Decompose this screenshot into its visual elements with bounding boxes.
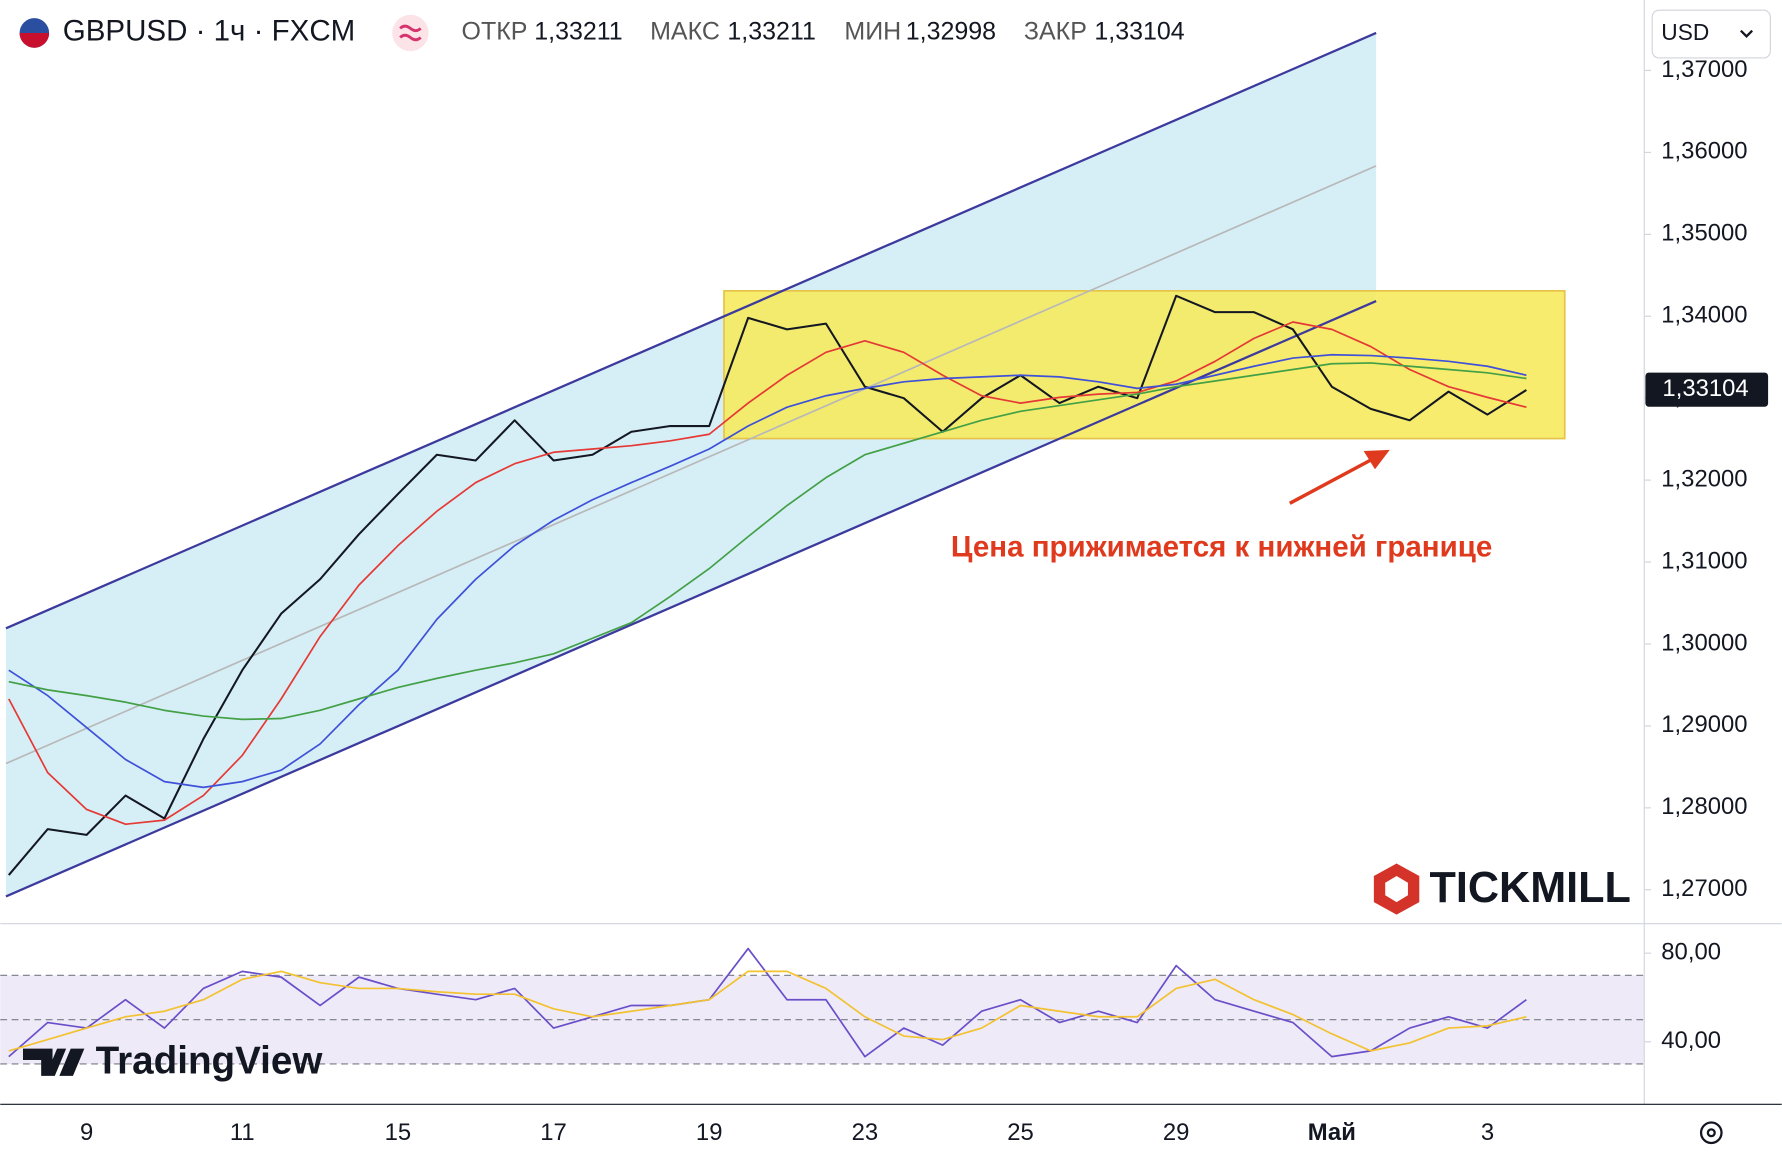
price-pane — [5, 31, 1566, 898]
series-line — [8, 970, 1527, 1052]
series-line — [8, 321, 1527, 826]
indicator-icon — [399, 24, 422, 42]
ohlc-value: 1,33211 — [727, 18, 815, 46]
y-tick-label: 1,28000 — [1661, 793, 1747, 820]
series-line — [8, 353, 1527, 789]
x-tick-label: 17 — [540, 1119, 567, 1146]
ohlc-value: 1,32998 — [906, 18, 996, 46]
ohlc-value: 1,33211 — [534, 18, 622, 46]
arrow-shaft — [1288, 457, 1374, 505]
last-price-label: 1,33104 — [1662, 375, 1748, 402]
y-tick-label: 1,36000 — [1661, 138, 1747, 165]
currency-dropdown[interactable] — [1651, 9, 1771, 59]
channel-lower — [5, 300, 1377, 898]
symbol-flag-part — [19, 32, 50, 48]
y-tick-label: 1,29000 — [1661, 711, 1747, 738]
currency-label: USD — [1661, 19, 1709, 45]
series-line — [8, 294, 1527, 876]
channel-middle — [5, 165, 1377, 765]
rsi-pane — [0, 947, 1645, 1065]
x-tick-label: 23 — [852, 1119, 879, 1146]
x-tick-label: 15 — [385, 1119, 412, 1146]
arrow-head — [1363, 449, 1390, 470]
y-tick-label: 1,27000 — [1661, 875, 1747, 902]
last-price-box — [1645, 372, 1769, 407]
channel-upper — [5, 31, 1377, 630]
dropdown-caret — [1740, 29, 1753, 38]
range-box — [723, 289, 1566, 440]
y-tick-label: 1,31000 — [1661, 547, 1747, 574]
y-tick-label: 1,32000 — [1661, 465, 1747, 492]
ohlc-value: 1,33104 — [1094, 18, 1184, 46]
y-tick-label: 1,30000 — [1661, 629, 1747, 656]
x-tick-label: 11 — [230, 1119, 255, 1146]
y-tick-label: 80,00 — [1661, 938, 1721, 965]
y-tick-label: 1,35000 — [1661, 220, 1747, 247]
platform-logo: TradingView — [96, 1040, 324, 1083]
x-tick-label: Май — [1308, 1119, 1356, 1146]
annotation-arrow — [1288, 449, 1390, 505]
y-tick-label: 1,37000 — [1661, 56, 1747, 83]
x-tick-label: 29 — [1163, 1119, 1190, 1146]
ohlc-label: МАКС — [650, 18, 720, 46]
y-tick-label: 40,00 — [1661, 1027, 1721, 1054]
series-line — [8, 947, 1527, 1058]
annotation: Цена прижимается к нижней границе — [951, 531, 1492, 564]
ohlc-label: МИН — [844, 18, 901, 46]
x-tick-label: 25 — [1007, 1119, 1034, 1146]
series-line — [8, 362, 1527, 721]
indicator-badge[interactable] — [392, 14, 429, 52]
symbol-title: GBPUSD · 1ч · FXCM — [63, 15, 356, 48]
y-tick-label: 1,34000 — [1661, 302, 1747, 329]
ohlc-legend: ОТКР 1,33211 МАКС 1,33211 МИН 1,32998 ЗАКР 1,33… — [462, 18, 1185, 46]
settings-icon — [1706, 1128, 1716, 1138]
ohlc-label: ОТКР — [462, 18, 528, 46]
x-tick-label: 19 — [696, 1119, 723, 1146]
platform-logo-mark — [22, 1048, 85, 1076]
broker-logo-inner — [1385, 875, 1408, 903]
broker-logo: TICKMILL — [1430, 864, 1631, 912]
x-tick-label: 9 — [80, 1119, 93, 1146]
settings-button[interactable] — [1699, 1121, 1723, 1145]
ohlc-label: ЗАКР — [1024, 18, 1087, 46]
x-tick-label: 3 — [1481, 1119, 1494, 1146]
